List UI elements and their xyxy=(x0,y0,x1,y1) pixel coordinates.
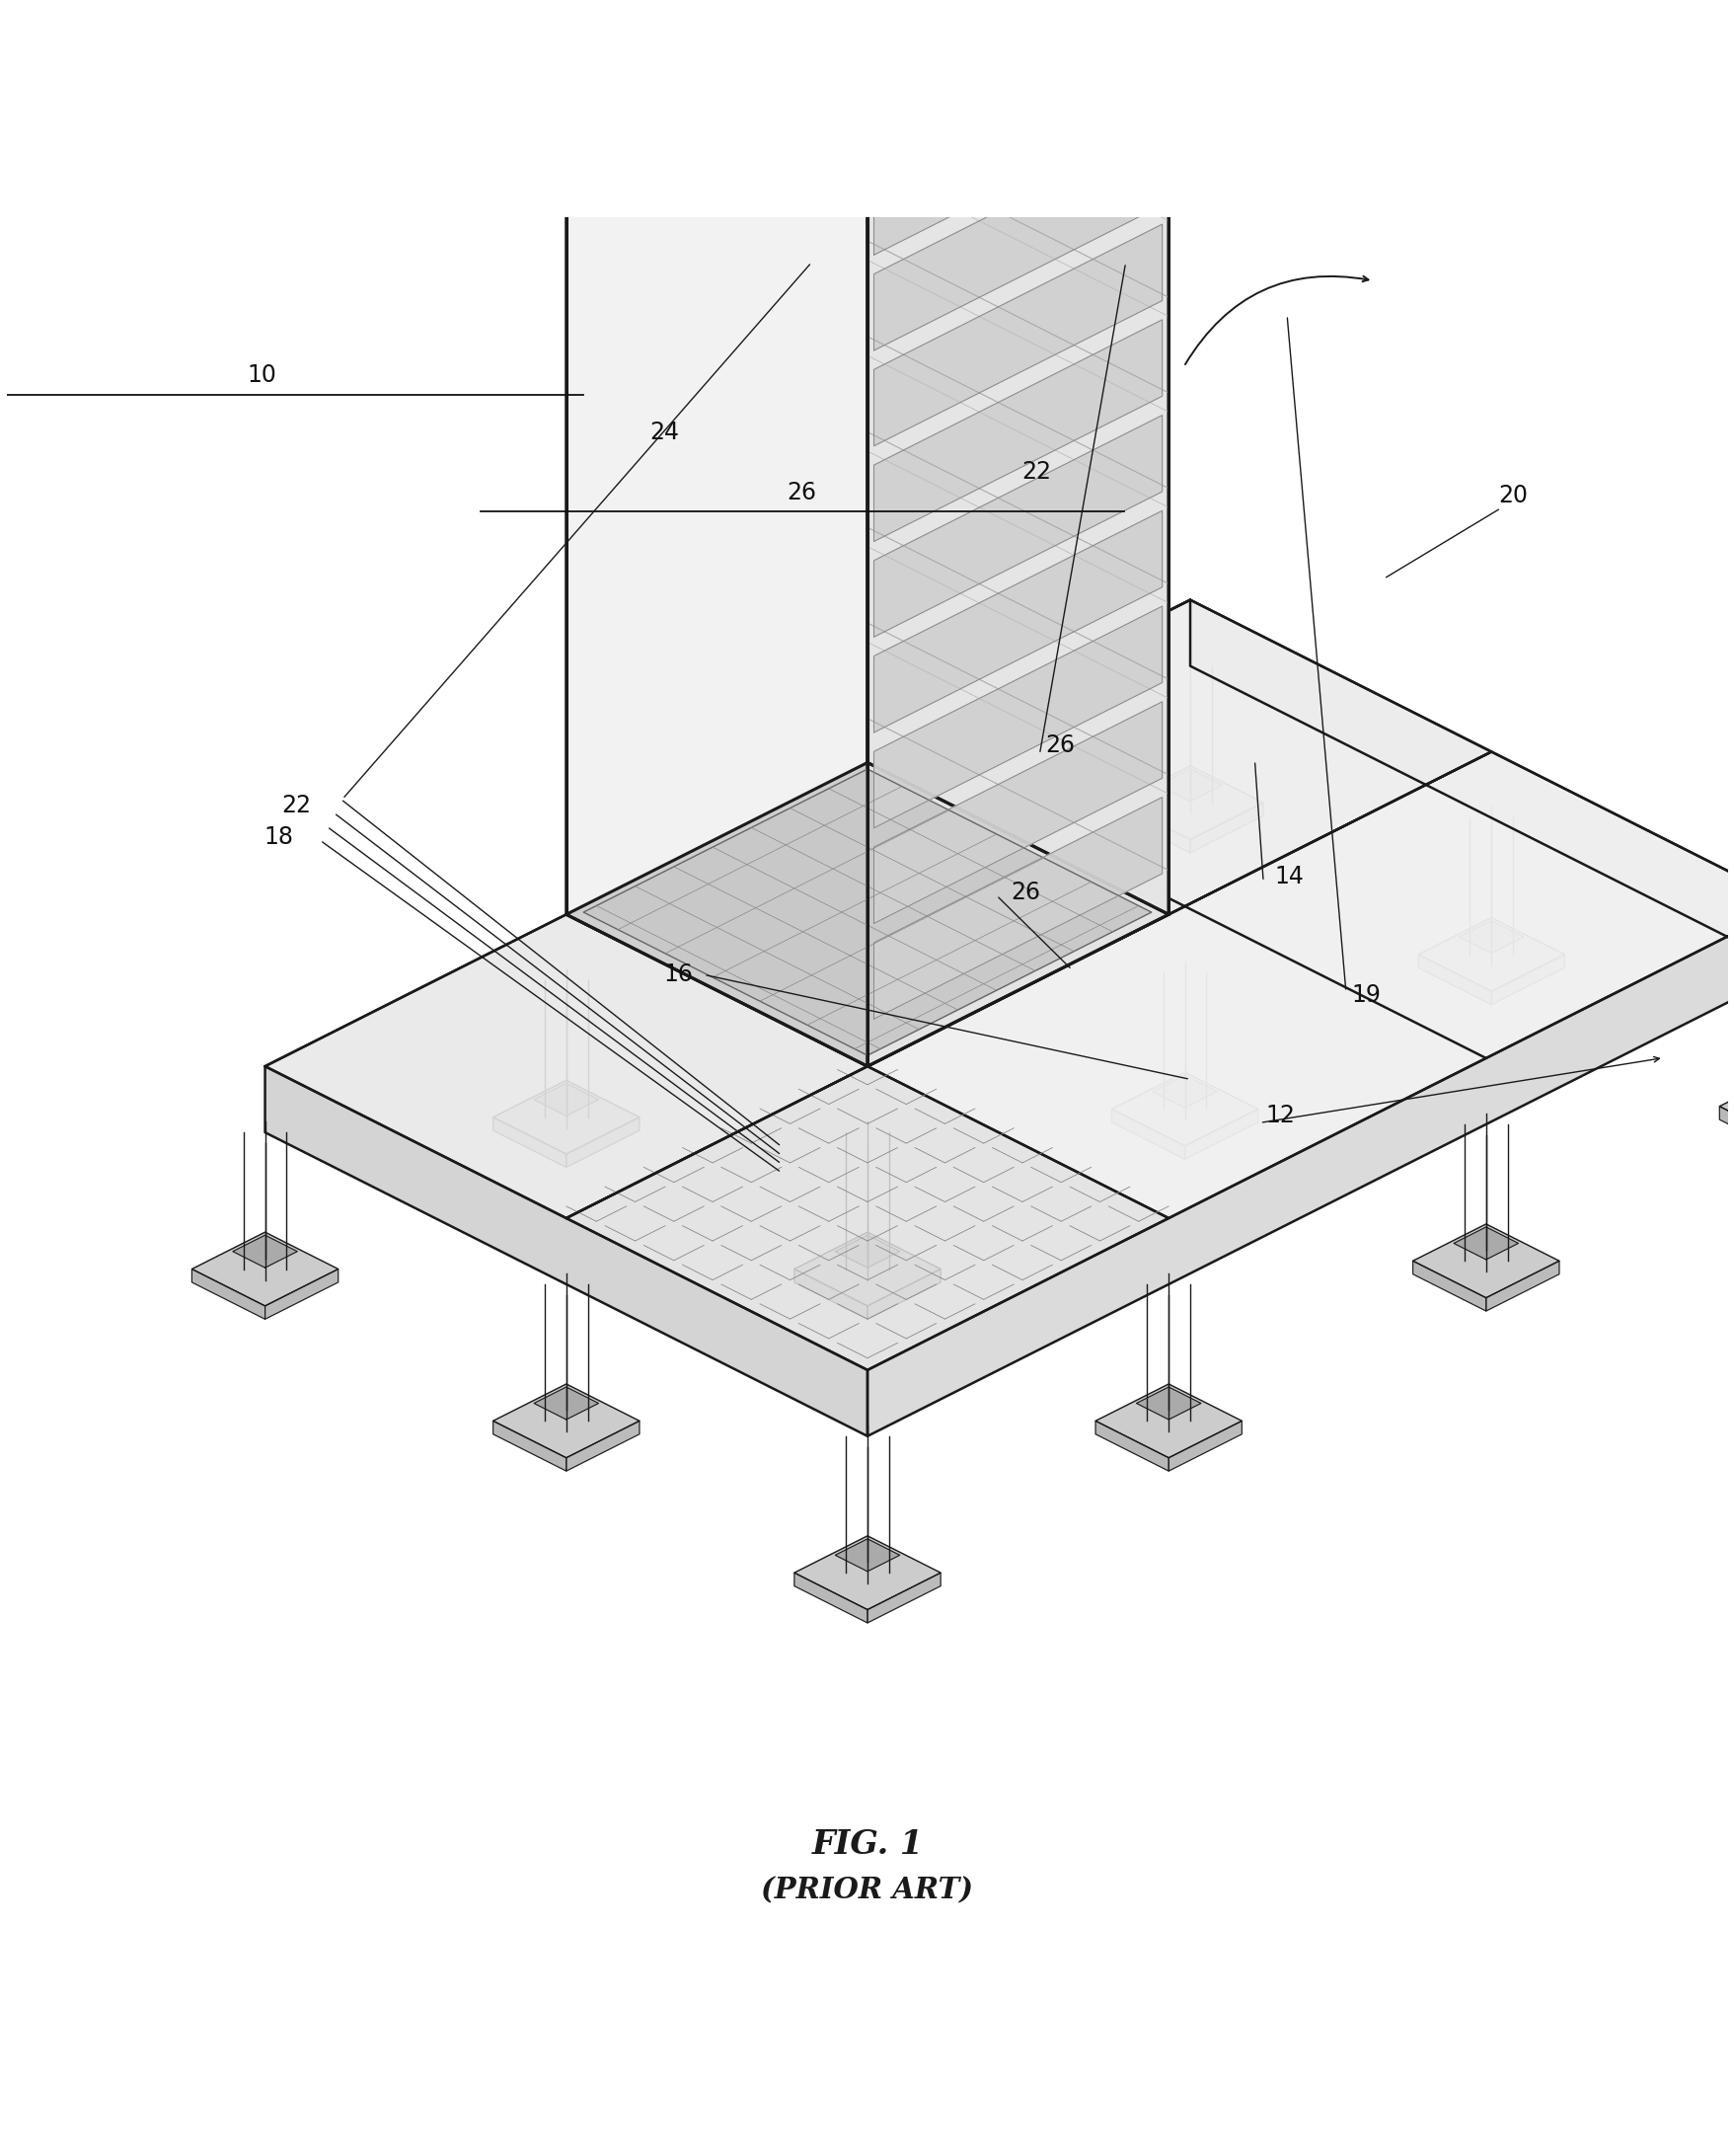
Polygon shape xyxy=(883,957,955,1007)
Text: 10: 10 xyxy=(246,364,276,388)
Polygon shape xyxy=(1151,1076,1217,1108)
Polygon shape xyxy=(794,1535,940,1611)
Polygon shape xyxy=(1417,955,1491,1005)
Polygon shape xyxy=(265,1270,338,1319)
Polygon shape xyxy=(1111,1108,1184,1160)
Polygon shape xyxy=(874,701,1162,923)
Polygon shape xyxy=(851,923,916,955)
Polygon shape xyxy=(867,0,1169,1067)
Polygon shape xyxy=(867,903,1734,1436)
Polygon shape xyxy=(192,1270,265,1319)
Polygon shape xyxy=(1117,765,1262,839)
Polygon shape xyxy=(565,763,1169,1067)
Polygon shape xyxy=(810,921,955,994)
Polygon shape xyxy=(794,1572,867,1623)
Polygon shape xyxy=(810,957,883,1007)
Polygon shape xyxy=(265,914,867,1218)
Polygon shape xyxy=(874,0,1162,160)
Polygon shape xyxy=(534,1082,598,1117)
Text: (PRIOR ART): (PRIOR ART) xyxy=(761,1876,973,1906)
Polygon shape xyxy=(867,1572,940,1623)
Polygon shape xyxy=(1157,770,1222,802)
Polygon shape xyxy=(565,0,867,1067)
Polygon shape xyxy=(492,1080,640,1153)
Text: 19: 19 xyxy=(1351,983,1380,1007)
Polygon shape xyxy=(565,1117,640,1166)
Polygon shape xyxy=(874,0,1162,65)
Text: 18: 18 xyxy=(264,826,293,849)
Polygon shape xyxy=(874,129,1162,351)
Polygon shape xyxy=(565,1421,640,1470)
Polygon shape xyxy=(1094,1384,1242,1457)
Polygon shape xyxy=(1136,1386,1200,1419)
Polygon shape xyxy=(1453,1227,1517,1259)
Polygon shape xyxy=(192,1233,338,1307)
Polygon shape xyxy=(874,511,1162,733)
Polygon shape xyxy=(794,1270,867,1319)
Text: 16: 16 xyxy=(662,964,692,987)
Polygon shape xyxy=(583,770,1151,1056)
Polygon shape xyxy=(874,32,1162,254)
Text: FIG. 1: FIG. 1 xyxy=(812,1828,922,1861)
Text: 22: 22 xyxy=(1021,459,1051,483)
Text: 20: 20 xyxy=(1498,485,1528,509)
Text: 12: 12 xyxy=(1266,1104,1295,1128)
Polygon shape xyxy=(874,798,1162,1020)
Text: 26: 26 xyxy=(1046,733,1075,757)
Polygon shape xyxy=(1094,1421,1169,1470)
Polygon shape xyxy=(794,1233,940,1307)
Polygon shape xyxy=(232,1235,297,1268)
Polygon shape xyxy=(834,1539,900,1572)
Polygon shape xyxy=(1111,1072,1257,1147)
Polygon shape xyxy=(1458,921,1522,953)
Text: 14: 14 xyxy=(1274,865,1304,888)
Polygon shape xyxy=(1411,1225,1559,1298)
Polygon shape xyxy=(1718,1069,1734,1143)
Polygon shape xyxy=(1718,1106,1734,1156)
Polygon shape xyxy=(565,599,1491,1067)
Polygon shape xyxy=(265,1067,867,1436)
Polygon shape xyxy=(534,1386,598,1419)
Polygon shape xyxy=(565,1067,1169,1369)
Polygon shape xyxy=(874,319,1162,541)
Polygon shape xyxy=(867,752,1734,1218)
Polygon shape xyxy=(1486,1261,1559,1311)
Polygon shape xyxy=(492,1117,565,1166)
Text: 26: 26 xyxy=(787,481,817,505)
Polygon shape xyxy=(834,1235,900,1268)
Polygon shape xyxy=(1190,802,1262,854)
Polygon shape xyxy=(1184,1108,1257,1160)
Polygon shape xyxy=(1169,1421,1242,1470)
Polygon shape xyxy=(1411,1261,1486,1311)
Text: 26: 26 xyxy=(1011,880,1040,903)
Polygon shape xyxy=(1417,918,1564,992)
Polygon shape xyxy=(1190,599,1734,970)
Polygon shape xyxy=(492,1384,640,1457)
Polygon shape xyxy=(874,416,1162,636)
Polygon shape xyxy=(1117,802,1190,854)
Polygon shape xyxy=(874,224,1162,446)
Text: 22: 22 xyxy=(281,793,310,817)
Polygon shape xyxy=(874,606,1162,828)
Polygon shape xyxy=(867,1270,940,1319)
Polygon shape xyxy=(492,1421,565,1470)
Polygon shape xyxy=(867,0,1169,914)
Polygon shape xyxy=(1491,955,1564,1005)
Text: 24: 24 xyxy=(649,420,678,444)
